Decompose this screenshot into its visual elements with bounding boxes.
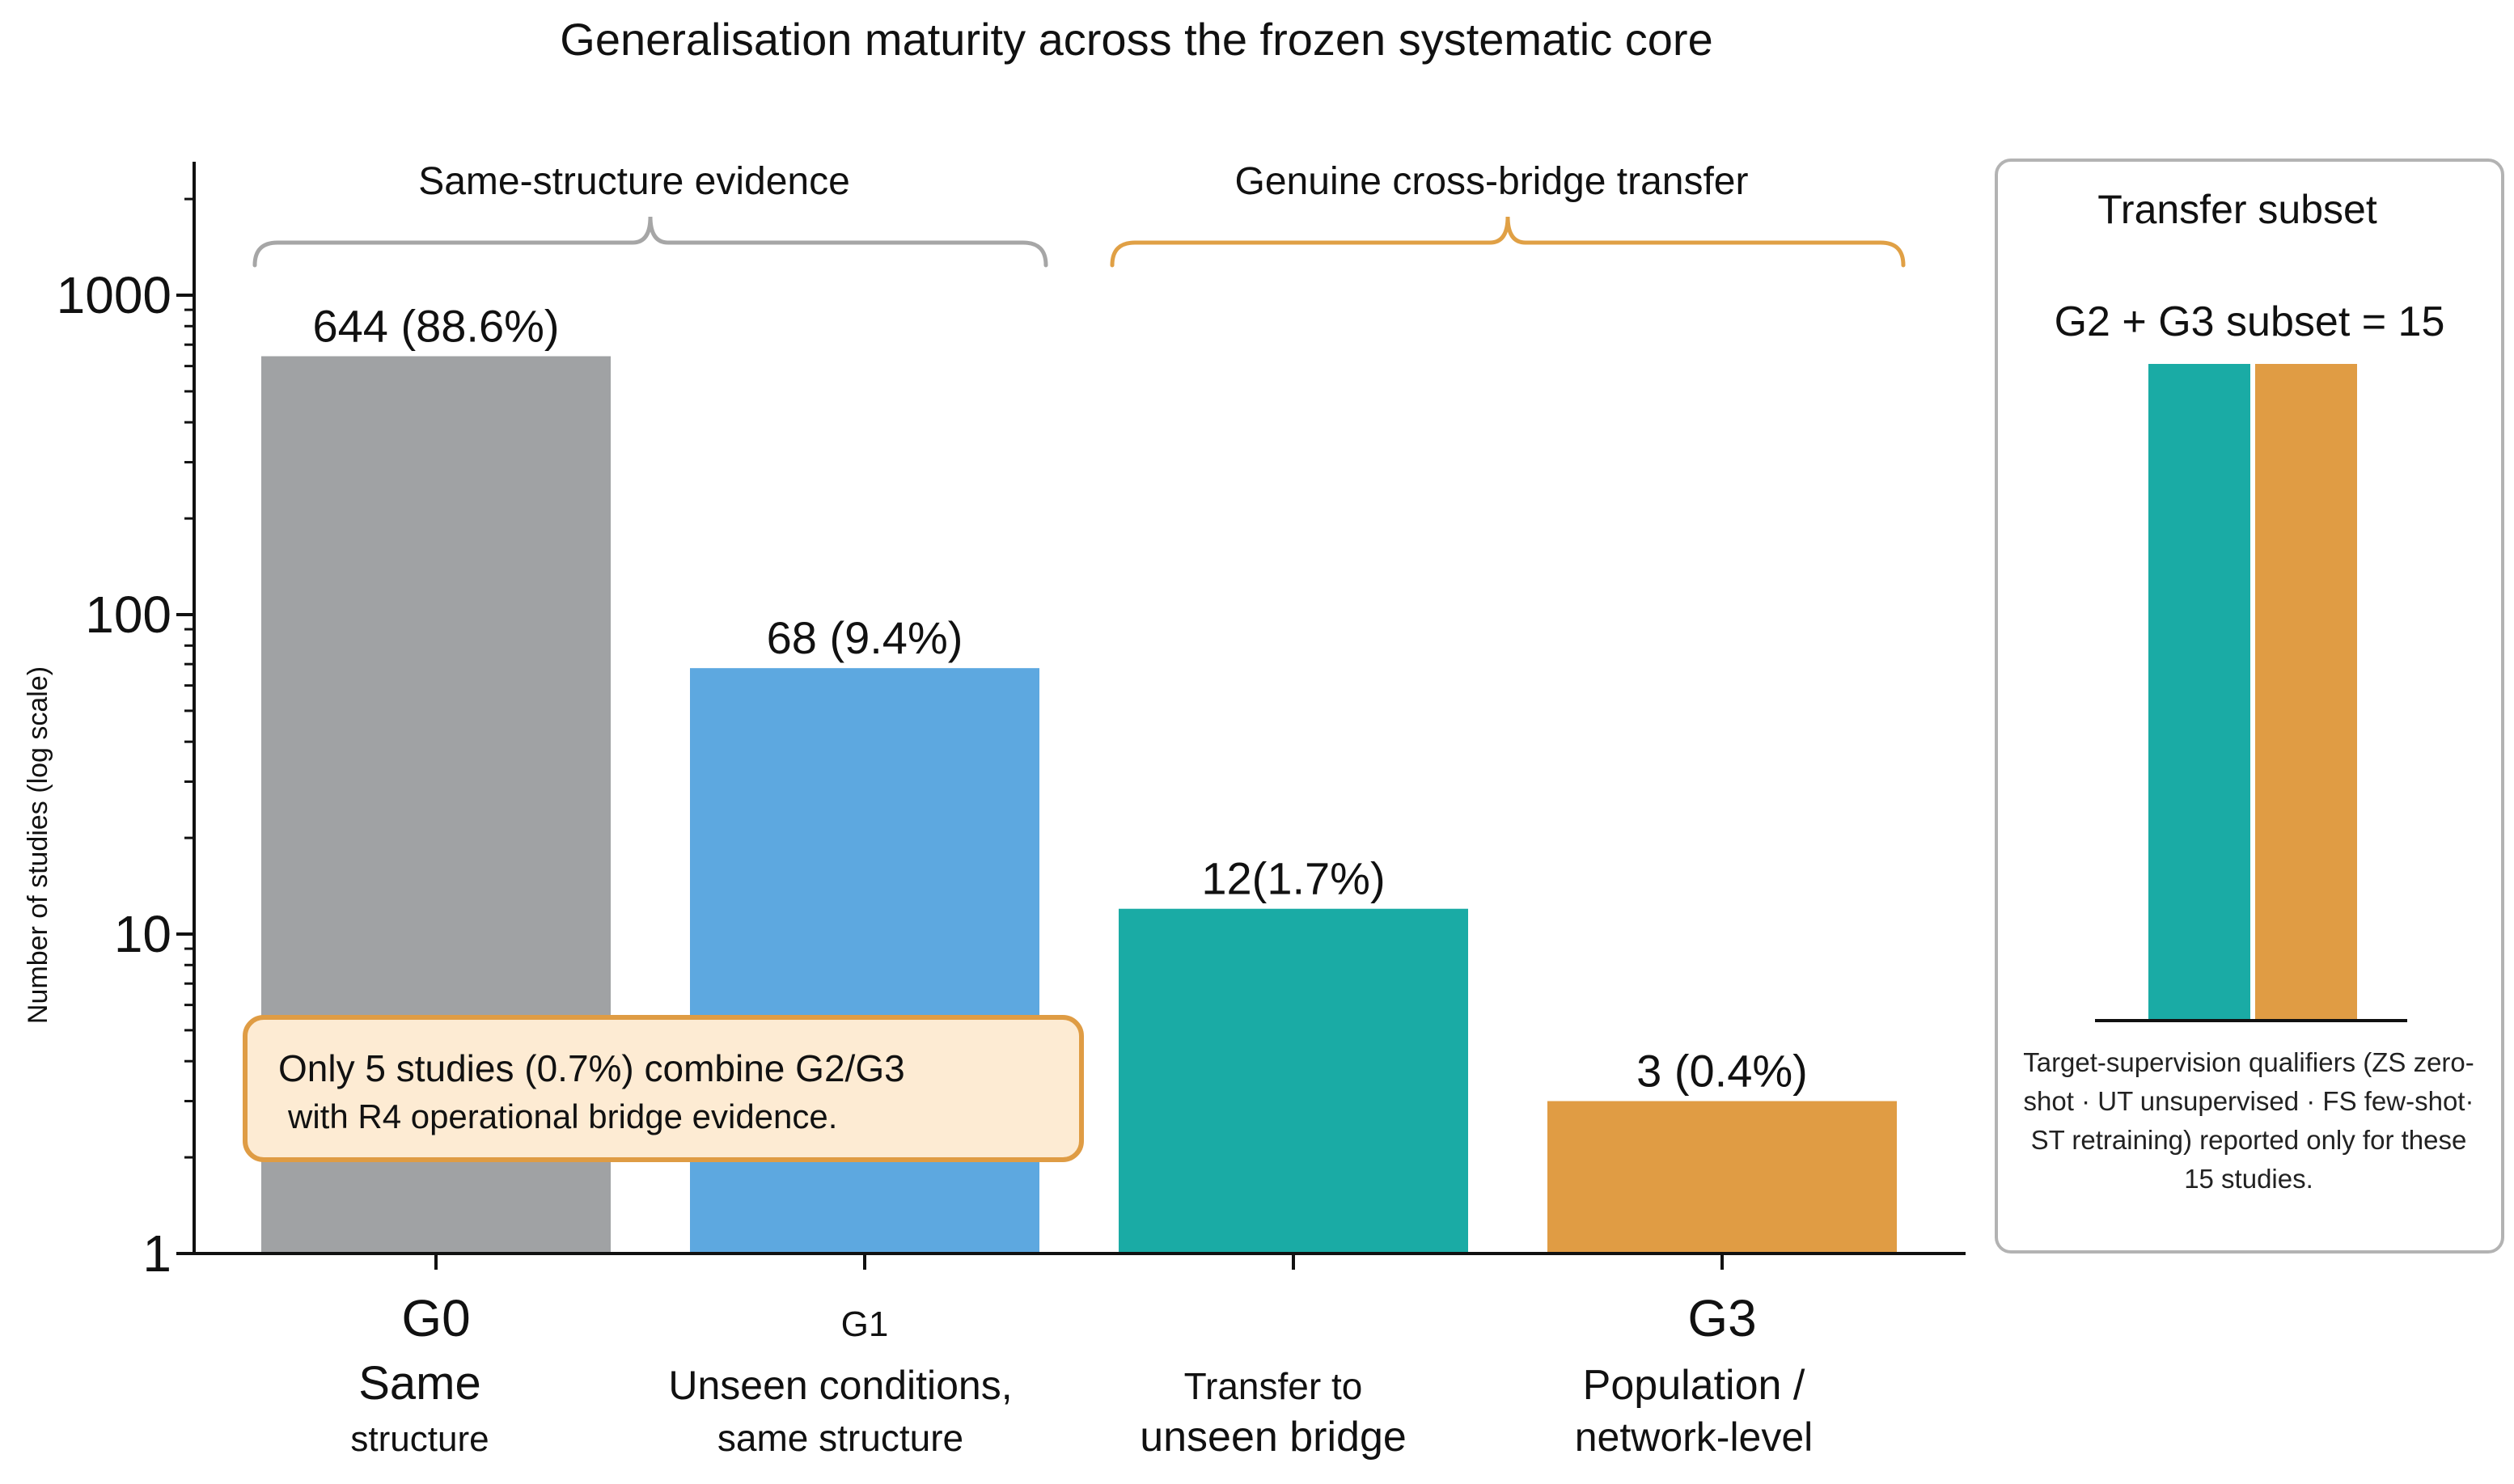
x-category-code-0: G0	[401, 1289, 470, 1347]
x-category-code-3: G3	[1687, 1289, 1756, 1347]
x-category-name-3-1: network-level	[1575, 1414, 1814, 1460]
y-tick-label: 1	[142, 1224, 171, 1283]
y-tick-label: 10	[114, 905, 171, 963]
panel-title: Transfer subset	[2097, 187, 2377, 232]
y-tick-label: 100	[85, 586, 171, 644]
callout-line-1: Only 5 studies (0.7%) combine G2/G3	[278, 1047, 905, 1089]
group-bracket-0	[252, 216, 1048, 268]
transfer-subset-panel: Transfer subset G2 + G3 subset = 15 Targ…	[1995, 159, 2504, 1254]
axes: 1 10 100 1000 G0 Same structure G1 Unseen condit…	[57, 162, 1966, 1461]
x-category-name-1-0: Unseen conditions,	[668, 1363, 1012, 1408]
group-label-1: Genuine cross-bridge transfer	[1235, 160, 1749, 203]
x-category-name-1-1: same structure	[717, 1417, 963, 1459]
x-category-name-0-1: structure	[350, 1419, 489, 1459]
chart-title: Generalisation maturity across the froze…	[560, 14, 1712, 65]
bar-1	[690, 668, 1039, 1254]
callout-line-2: with R4 operational bridge evidence.	[288, 1097, 838, 1135]
panel-bar-1	[2255, 364, 2357, 1021]
data-label-2: 12(1.7%)	[1201, 853, 1385, 904]
panel-bars	[2095, 364, 2407, 1022]
group-bracket-1	[1110, 216, 1906, 268]
x-category-name-0-0: Same	[358, 1357, 481, 1410]
bar-2	[1119, 908, 1468, 1254]
x-category-name-3-0: Population /	[1583, 1362, 1805, 1409]
data-label-0: 644 (88.6%)	[312, 300, 559, 351]
panel-bar-0	[2148, 364, 2250, 1021]
x-category-name-2-0: Transfer to	[1184, 1365, 1363, 1407]
data-label-3: 3 (0.4%)	[1636, 1046, 1808, 1097]
x-category-code-1: G1	[841, 1304, 889, 1344]
data-label-1: 68 (9.4%)	[767, 612, 963, 663]
callout-box: Only 5 studies (0.7%) combine G2/G3 with…	[243, 1015, 1084, 1162]
panel-subset-label: G2 + G3 subset = 15	[2054, 298, 2445, 345]
y-axis-label: Number of studies (log scale)	[23, 666, 53, 1024]
panel-note: Target-supervision qualifiers (ZS zero-s…	[2023, 1047, 2474, 1194]
bar-3	[1547, 1101, 1897, 1254]
group-label-0: Same-structure evidence	[418, 160, 850, 203]
y-tick-label: 1000	[57, 266, 171, 324]
group-brackets: Same-structure evidence Genuine cross-bri…	[252, 160, 1906, 268]
x-category-name-2-1: unseen bridge	[1140, 1414, 1407, 1461]
